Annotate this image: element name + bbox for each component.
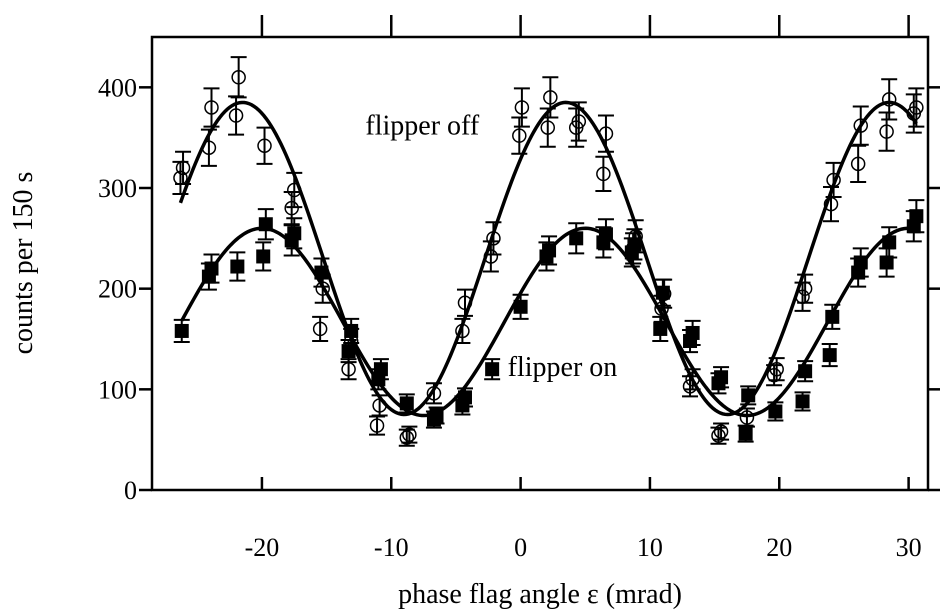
- point-flipper-off: [402, 427, 417, 442]
- point-flipper-off: [540, 120, 556, 135]
- point-flipper-off: [228, 108, 244, 123]
- x-axis-title: phase flag angle ε (mrad): [398, 579, 682, 610]
- point-flipper-off: [369, 418, 385, 433]
- data-marks: [172, 56, 925, 447]
- point-flipper-on: [879, 255, 894, 270]
- point-flipper-on: [627, 237, 642, 252]
- point-flipper-on: [741, 388, 756, 403]
- point-flipper-off: [654, 301, 669, 317]
- y-tick-label: 200: [98, 275, 137, 304]
- point-flipper-on: [542, 243, 557, 258]
- x-tick-label: -10: [374, 533, 409, 562]
- axis-ticks: [139, 15, 940, 492]
- point-flipper-off: [231, 70, 246, 85]
- point-flipper-off: [399, 430, 415, 445]
- point-flipper-on: [174, 323, 189, 338]
- point-flipper-on: [822, 348, 837, 363]
- point-flipper-on: [738, 426, 753, 441]
- x-tick-label: -20: [245, 533, 280, 562]
- point-flipper-on: [569, 231, 584, 246]
- point-flipper-off: [426, 386, 442, 401]
- plot-frame: [150, 35, 930, 492]
- point-flipper-on: [685, 325, 700, 340]
- point-flipper-off: [315, 281, 330, 296]
- point-flipper-on: [653, 321, 668, 336]
- point-flipper-off: [598, 126, 614, 141]
- point-flipper-off: [739, 410, 755, 425]
- point-flipper-on: [598, 227, 613, 242]
- point-flipper-off: [881, 92, 897, 107]
- y-tick-label: 100: [98, 375, 137, 404]
- point-flipper-on: [485, 362, 500, 377]
- point-flipper-off: [457, 295, 473, 311]
- point-flipper-off: [287, 182, 302, 198]
- point-flipper-on: [909, 209, 924, 224]
- point-flipper-on: [373, 362, 388, 377]
- point-flipper-off: [823, 196, 839, 212]
- point-flipper-on: [655, 285, 670, 300]
- point-flipper-off: [175, 160, 191, 176]
- point-flipper-off: [257, 138, 272, 153]
- point-flipper-off: [853, 118, 868, 133]
- point-flipper-off: [204, 100, 219, 115]
- point-flipper-on: [258, 217, 273, 232]
- point-flipper-off: [850, 156, 866, 172]
- point-flipper-on: [798, 364, 813, 379]
- y-tick-label: 0: [124, 476, 137, 505]
- point-flipper-off: [682, 379, 698, 394]
- point-flipper-on: [256, 249, 271, 264]
- point-flipper-on: [314, 265, 329, 280]
- y-tick-label: 300: [98, 174, 137, 203]
- point-flipper-off: [713, 424, 729, 439]
- point-flipper-on: [853, 255, 868, 270]
- point-flipper-on: [429, 408, 444, 423]
- point-flipper-on: [795, 394, 810, 409]
- point-flipper-off: [879, 124, 894, 139]
- point-flipper-on: [882, 235, 897, 250]
- point-flipper-off: [685, 372, 700, 387]
- point-flipper-off: [486, 231, 501, 246]
- point-flipper-on: [714, 370, 729, 385]
- point-flipper-off: [483, 249, 499, 264]
- point-flipper-off: [571, 114, 587, 129]
- point-flipper-off: [201, 140, 217, 155]
- annotation-flipper-off: flipper off: [365, 111, 479, 142]
- point-flipper-off: [455, 323, 470, 339]
- point-flipper-off: [797, 281, 813, 296]
- point-flipper-off: [909, 100, 924, 115]
- y-tick-label: 400: [98, 73, 137, 102]
- point-flipper-off: [826, 172, 841, 188]
- point-flipper-off: [341, 361, 356, 377]
- point-flipper-off: [543, 90, 558, 105]
- point-flipper-on: [825, 309, 840, 324]
- point-flipper-on: [768, 404, 783, 419]
- point-flipper-on: [230, 259, 245, 274]
- point-flipper-on: [341, 344, 356, 359]
- x-tick-label: 10: [637, 533, 663, 562]
- point-flipper-off: [284, 200, 299, 216]
- point-flipper-off: [711, 428, 726, 443]
- point-flipper-off: [514, 100, 530, 115]
- x-tick-label: 30: [896, 533, 922, 562]
- point-flipper-on: [457, 390, 472, 405]
- point-flipper-off: [596, 166, 611, 182]
- point-flipper-off: [372, 398, 387, 413]
- point-flipper-on: [399, 396, 414, 411]
- x-tick-label: 20: [766, 533, 792, 562]
- point-flipper-off: [769, 361, 784, 377]
- point-flipper-off: [312, 321, 328, 337]
- annotation-flipper-on: flipper on: [508, 352, 618, 383]
- point-flipper-on: [513, 299, 528, 314]
- point-flipper-off: [512, 128, 527, 143]
- y-axis-title: counts per 150 s: [8, 172, 39, 355]
- point-flipper-on: [287, 226, 302, 241]
- point-flipper-on: [344, 323, 359, 338]
- x-tick-label: 0: [514, 533, 527, 562]
- point-flipper-on: [204, 261, 219, 276]
